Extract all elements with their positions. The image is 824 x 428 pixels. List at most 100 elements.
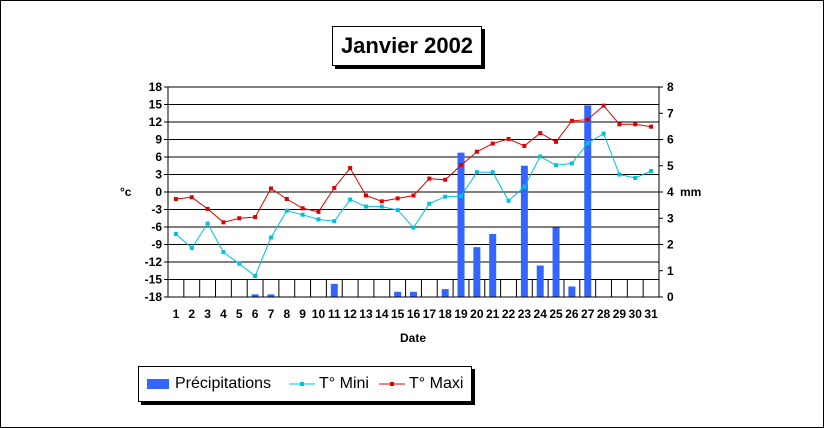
t-maxi-line bbox=[175, 104, 652, 223]
t-mini-point bbox=[443, 194, 448, 199]
y-left-tick-label: -15 bbox=[145, 273, 163, 287]
x-tick-label: 28 bbox=[597, 307, 611, 321]
x-tick-label: 6 bbox=[252, 307, 259, 321]
t-maxi-point bbox=[554, 139, 559, 144]
x-tick-label: 11 bbox=[328, 307, 341, 321]
x-tick-label: 4 bbox=[220, 307, 227, 321]
t-mini-point bbox=[538, 154, 543, 159]
temperature-lines bbox=[173, 103, 654, 278]
x-tick-label: 5 bbox=[236, 307, 243, 321]
t-maxi-point bbox=[173, 197, 178, 201]
t-mini-point bbox=[585, 141, 590, 145]
t-mini-point bbox=[189, 246, 194, 250]
t-mini-point bbox=[395, 208, 400, 213]
y-left-tick-label: -6 bbox=[151, 220, 162, 234]
y-right-tick-label: 5 bbox=[667, 159, 674, 173]
legend-swatch-t-mini bbox=[289, 382, 315, 386]
y-right-tick-label: 0 bbox=[667, 290, 674, 304]
x-tick-label: 13 bbox=[359, 307, 373, 321]
y-right-tick-label: 1 bbox=[667, 264, 674, 278]
t-maxi-point bbox=[316, 209, 321, 214]
y-left-tick-label: 6 bbox=[155, 150, 162, 164]
x-axis-label: Date bbox=[400, 331, 426, 345]
y-left-tick-label: 15 bbox=[149, 98, 163, 112]
t-maxi-point bbox=[411, 193, 416, 198]
t-maxi-point bbox=[348, 166, 353, 171]
t-maxi-point bbox=[649, 124, 654, 129]
t-mini-point bbox=[522, 184, 527, 189]
t-maxi-point bbox=[617, 122, 622, 127]
precipitation-bar bbox=[568, 286, 576, 297]
x-tick-label: 23 bbox=[518, 307, 532, 321]
y-right-tick-label: 2 bbox=[667, 238, 674, 252]
precipitation-bar bbox=[536, 265, 544, 297]
x-tick-label: 19 bbox=[454, 307, 468, 321]
x-tick-label: 12 bbox=[343, 307, 357, 321]
t-mini-point bbox=[633, 176, 638, 180]
x-tick-label: 16 bbox=[407, 307, 421, 321]
t-mini-point bbox=[427, 201, 432, 206]
x-tick-label: 24 bbox=[534, 307, 548, 321]
t-mini-point bbox=[348, 197, 353, 202]
x-tick-label: 18 bbox=[438, 307, 452, 321]
t-mini-point bbox=[474, 170, 479, 175]
x-tick-label: 17 bbox=[423, 307, 437, 321]
x-tick-label: 14 bbox=[375, 307, 389, 321]
precipitation-bar bbox=[410, 291, 417, 297]
legend-item-t-mini: T° Mini bbox=[289, 367, 369, 401]
t-mini-point bbox=[316, 217, 321, 222]
t-maxi-point bbox=[284, 197, 289, 201]
precipitation-bars bbox=[251, 105, 592, 297]
x-tick-label: 30 bbox=[629, 307, 643, 321]
t-mini-point bbox=[363, 204, 368, 209]
t-mini-point bbox=[569, 161, 574, 166]
t-mini-point bbox=[332, 219, 337, 224]
legend-swatch-precipitations bbox=[147, 379, 169, 389]
y-left-tick-label: -12 bbox=[145, 255, 163, 269]
t-maxi-point bbox=[633, 122, 638, 127]
y-left-tick-label: -9 bbox=[151, 238, 162, 252]
x-tick-label: 1 bbox=[173, 307, 180, 321]
x-tick-label: 22 bbox=[502, 307, 516, 321]
x-tick-label: 2 bbox=[188, 307, 195, 321]
precipitation-bar bbox=[457, 152, 465, 297]
y-axis-left-label: °c bbox=[120, 185, 132, 199]
x-tick-label: 10 bbox=[312, 307, 326, 321]
t-maxi-point bbox=[569, 118, 574, 123]
t-maxi-point bbox=[395, 196, 400, 201]
x-tick-label: 15 bbox=[391, 307, 405, 321]
y-right-tick-label: 3 bbox=[667, 211, 674, 225]
legend: Précipitations T° Mini T° Maxi bbox=[138, 366, 472, 402]
y-axis-right-label: mm bbox=[680, 185, 701, 199]
y-right-tick-label: 7 bbox=[667, 106, 674, 120]
t-mini-point bbox=[300, 212, 305, 217]
precipitation-bar bbox=[473, 247, 481, 297]
precipitation-bar bbox=[552, 227, 560, 297]
legend-label-t-mini: T° Mini bbox=[319, 375, 369, 392]
y-left-tick-label: 3 bbox=[155, 168, 162, 182]
precipitation-bar bbox=[441, 289, 449, 297]
x-tick-label: 31 bbox=[644, 307, 658, 321]
legend-swatch-t-maxi bbox=[379, 382, 405, 386]
legend-label-t-maxi: T° Maxi bbox=[409, 375, 464, 392]
t-mini-point bbox=[554, 163, 559, 168]
precipitation-bar bbox=[584, 105, 592, 297]
legend-item-precipitations: Précipitations bbox=[147, 367, 271, 401]
x-tick-label: 9 bbox=[299, 307, 306, 321]
chart-title-box: Janvier 2002 bbox=[332, 26, 482, 66]
t-mini-point bbox=[253, 274, 258, 278]
x-tick-label: 20 bbox=[470, 307, 484, 321]
t-maxi-point bbox=[601, 103, 606, 108]
t-maxi-point bbox=[332, 185, 337, 190]
t-maxi-point bbox=[237, 216, 242, 221]
precipitation-bar bbox=[251, 294, 259, 297]
t-maxi-point bbox=[379, 199, 384, 204]
x-tick-label: 21 bbox=[486, 307, 500, 321]
t-maxi-point bbox=[522, 143, 527, 148]
x-tick-label: 27 bbox=[581, 307, 595, 321]
y-left-tick-label: 9 bbox=[155, 133, 162, 147]
precipitation-bar bbox=[489, 234, 497, 297]
t-mini-point bbox=[490, 170, 495, 175]
